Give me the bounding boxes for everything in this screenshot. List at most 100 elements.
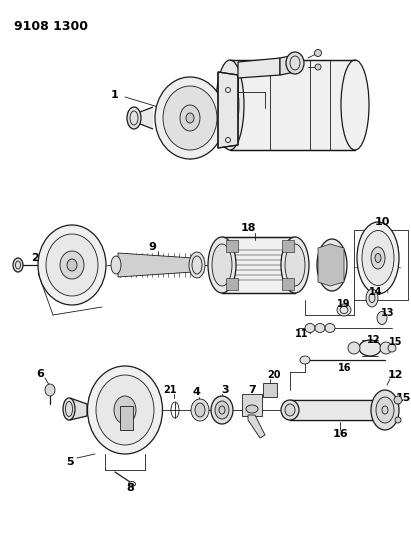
Ellipse shape <box>376 397 394 423</box>
Ellipse shape <box>211 396 233 424</box>
Ellipse shape <box>129 481 136 487</box>
Bar <box>263 383 277 397</box>
Ellipse shape <box>315 64 321 70</box>
Ellipse shape <box>88 366 162 454</box>
Text: 18: 18 <box>240 223 256 233</box>
Polygon shape <box>222 237 295 293</box>
Polygon shape <box>230 60 355 150</box>
Ellipse shape <box>305 324 315 333</box>
Ellipse shape <box>212 244 232 286</box>
Ellipse shape <box>127 107 141 129</box>
Ellipse shape <box>63 398 75 420</box>
Ellipse shape <box>281 237 309 293</box>
Polygon shape <box>248 415 265 438</box>
Ellipse shape <box>366 289 378 307</box>
Bar <box>354 230 408 300</box>
Polygon shape <box>118 253 193 277</box>
Ellipse shape <box>317 239 347 291</box>
Ellipse shape <box>189 252 205 278</box>
Ellipse shape <box>180 105 200 131</box>
Ellipse shape <box>60 251 84 279</box>
Ellipse shape <box>46 234 98 296</box>
Ellipse shape <box>285 244 305 286</box>
Ellipse shape <box>341 60 369 150</box>
Ellipse shape <box>375 254 381 262</box>
Ellipse shape <box>38 225 106 305</box>
Ellipse shape <box>325 324 335 333</box>
Ellipse shape <box>114 396 136 424</box>
Ellipse shape <box>300 356 310 364</box>
Polygon shape <box>226 278 238 290</box>
Ellipse shape <box>362 230 394 286</box>
Polygon shape <box>120 406 133 430</box>
Ellipse shape <box>337 304 351 316</box>
Ellipse shape <box>96 375 154 445</box>
Ellipse shape <box>195 403 205 417</box>
Text: 9108 1300: 9108 1300 <box>14 20 88 33</box>
Text: 9: 9 <box>148 242 156 252</box>
Ellipse shape <box>191 399 209 421</box>
Polygon shape <box>290 400 385 420</box>
Text: 15: 15 <box>389 337 403 347</box>
Text: 14: 14 <box>369 287 383 297</box>
Ellipse shape <box>215 401 229 419</box>
Text: 15: 15 <box>395 393 411 403</box>
Ellipse shape <box>163 86 217 150</box>
Ellipse shape <box>395 417 401 423</box>
Ellipse shape <box>285 404 295 416</box>
Text: 6: 6 <box>36 369 44 379</box>
Ellipse shape <box>371 390 399 430</box>
Text: 16: 16 <box>338 363 352 373</box>
Polygon shape <box>226 240 238 252</box>
Polygon shape <box>134 107 153 129</box>
Polygon shape <box>70 398 87 420</box>
Ellipse shape <box>286 52 304 74</box>
Polygon shape <box>318 244 344 286</box>
Text: 20: 20 <box>267 370 281 380</box>
Ellipse shape <box>216 60 244 150</box>
Ellipse shape <box>45 384 55 396</box>
Ellipse shape <box>388 344 396 352</box>
Ellipse shape <box>111 256 121 274</box>
Polygon shape <box>282 240 294 252</box>
Text: 17: 17 <box>323 247 337 257</box>
Text: 19: 19 <box>337 299 351 309</box>
Ellipse shape <box>357 222 399 294</box>
Text: 3: 3 <box>221 385 229 395</box>
Ellipse shape <box>314 50 321 56</box>
Ellipse shape <box>13 258 23 272</box>
Text: 11: 11 <box>295 329 309 339</box>
Ellipse shape <box>359 340 381 356</box>
Text: 21: 21 <box>163 385 177 395</box>
Text: 5: 5 <box>66 457 74 467</box>
Polygon shape <box>218 72 238 148</box>
Ellipse shape <box>321 246 343 284</box>
Text: 2: 2 <box>31 253 39 263</box>
Ellipse shape <box>155 77 225 159</box>
Text: 16: 16 <box>332 429 348 439</box>
Text: 4: 4 <box>192 387 200 397</box>
Ellipse shape <box>394 396 402 404</box>
Ellipse shape <box>377 311 387 325</box>
Ellipse shape <box>208 237 236 293</box>
Ellipse shape <box>328 259 336 271</box>
Ellipse shape <box>380 342 392 354</box>
Polygon shape <box>238 58 280 78</box>
Bar <box>242 394 262 416</box>
Ellipse shape <box>67 259 77 271</box>
Ellipse shape <box>186 113 194 123</box>
Polygon shape <box>280 55 295 75</box>
Text: 10: 10 <box>374 217 390 227</box>
Text: 7: 7 <box>248 385 256 395</box>
Ellipse shape <box>246 405 258 413</box>
Ellipse shape <box>315 324 325 333</box>
Ellipse shape <box>371 247 385 269</box>
Text: 13: 13 <box>381 308 395 318</box>
Ellipse shape <box>348 342 360 354</box>
Text: 12: 12 <box>387 370 403 380</box>
Text: 12: 12 <box>367 335 381 345</box>
Text: 8: 8 <box>126 483 134 493</box>
Text: 1: 1 <box>111 90 119 100</box>
Ellipse shape <box>281 400 299 420</box>
Polygon shape <box>282 278 294 290</box>
